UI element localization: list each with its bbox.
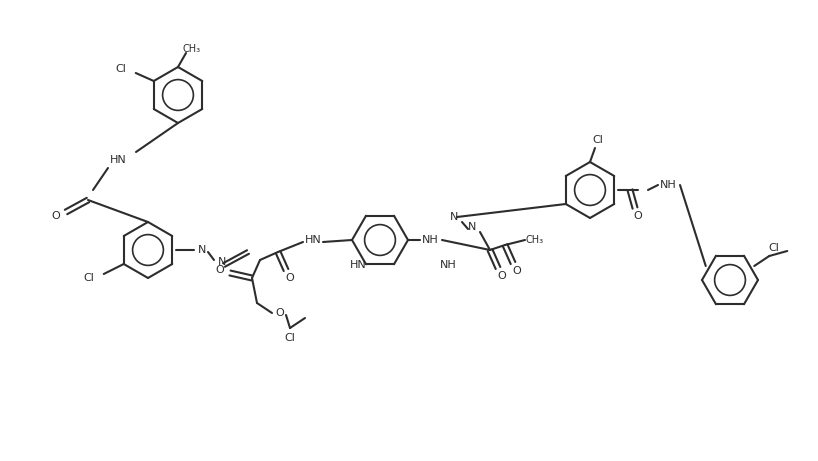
Text: O: O — [276, 308, 285, 318]
Text: HN: HN — [304, 235, 321, 245]
Text: HN: HN — [350, 260, 366, 270]
Text: O: O — [634, 211, 642, 221]
Text: O: O — [497, 271, 506, 281]
Text: Cl: Cl — [769, 243, 780, 253]
Text: N: N — [198, 245, 206, 255]
Text: CH₃: CH₃ — [183, 44, 201, 54]
Text: Cl: Cl — [83, 273, 94, 283]
Text: N: N — [450, 212, 458, 222]
Text: O: O — [216, 265, 224, 275]
Text: Cl: Cl — [592, 135, 604, 145]
Text: N: N — [468, 222, 476, 232]
Text: O: O — [513, 266, 521, 276]
Text: CH₃: CH₃ — [526, 235, 544, 245]
Text: NH: NH — [421, 235, 438, 245]
Text: O: O — [285, 273, 294, 283]
Text: HN: HN — [110, 155, 126, 165]
Text: Cl: Cl — [285, 333, 295, 343]
Text: Cl: Cl — [115, 64, 126, 74]
Text: NH: NH — [659, 180, 676, 190]
Text: NH: NH — [440, 260, 456, 270]
Text: O: O — [52, 211, 61, 221]
Text: N: N — [218, 257, 227, 267]
